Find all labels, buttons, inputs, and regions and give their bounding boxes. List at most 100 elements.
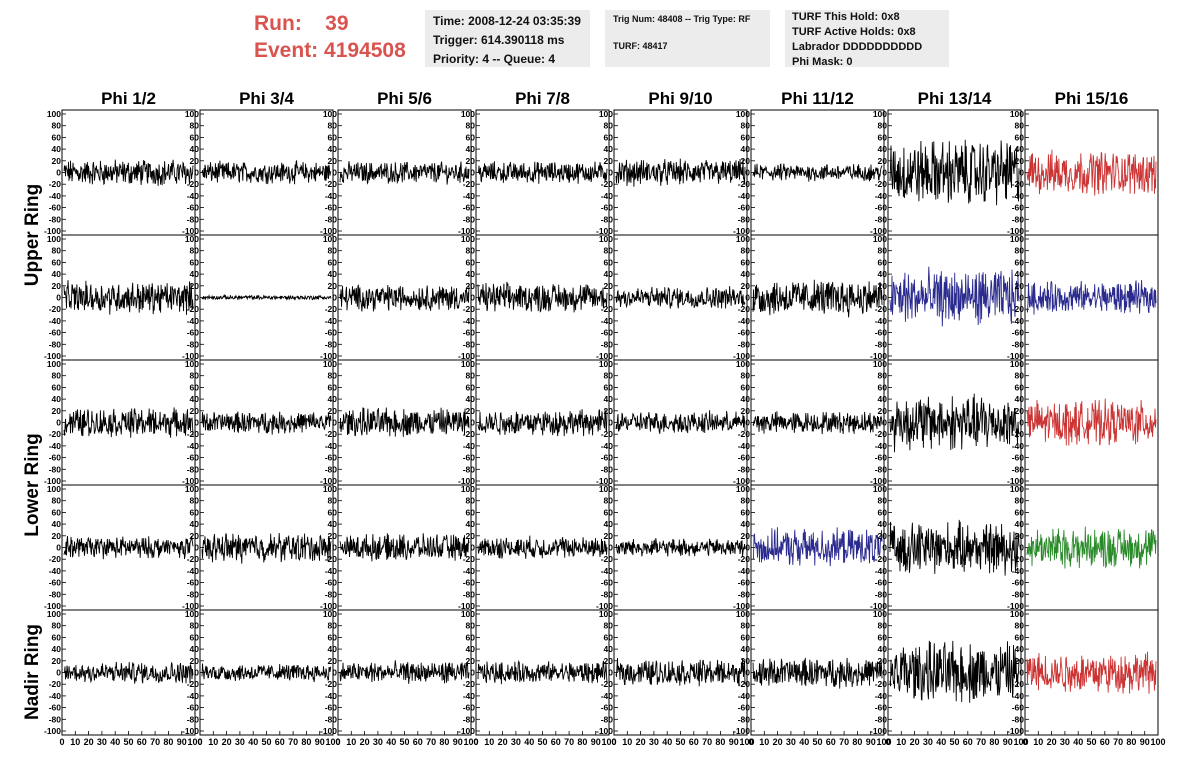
waveform-trace bbox=[889, 640, 1020, 703]
y-tick-label: -60 bbox=[187, 203, 200, 213]
y-tick-label: 0 bbox=[882, 668, 887, 678]
turf-num-text: TURF: 48417 bbox=[613, 41, 668, 51]
y-tick-label: 60 bbox=[741, 382, 751, 392]
plot-frame bbox=[475, 359, 610, 486]
y-tick-label: -40 bbox=[738, 566, 751, 576]
y-tick-label: 80 bbox=[1015, 496, 1025, 506]
y-tick-label: 60 bbox=[466, 632, 476, 642]
y-tick-label: 60 bbox=[52, 507, 62, 517]
waveform-trace bbox=[752, 527, 883, 567]
y-tick-label: -60 bbox=[738, 328, 751, 338]
y-tick-label: -40 bbox=[1012, 441, 1025, 451]
y-tick-label: -40 bbox=[601, 441, 614, 451]
y-tick-label: 80 bbox=[52, 496, 62, 506]
x-tick-label: 90 bbox=[866, 737, 876, 747]
y-tick-label: 100 bbox=[47, 359, 61, 369]
y-tick-label: -40 bbox=[738, 691, 751, 701]
waveform-trace bbox=[63, 159, 194, 186]
y-tick-label: 0 bbox=[332, 418, 337, 428]
y-tick-label: -100 bbox=[733, 226, 750, 236]
y-tick-label: 0 bbox=[332, 543, 337, 553]
y-tick-label: 100 bbox=[185, 484, 199, 494]
y-tick-label: -20 bbox=[738, 554, 751, 564]
y-tick-label: 40 bbox=[741, 644, 751, 654]
y-tick-label: -80 bbox=[49, 214, 62, 224]
y-tick-label: 20 bbox=[52, 656, 62, 666]
y-tick-label: 0 bbox=[56, 543, 61, 553]
y-tick-label: -80 bbox=[187, 589, 200, 599]
waveform-trace bbox=[201, 663, 332, 683]
y-tick-label: 80 bbox=[190, 371, 200, 381]
y-tick-label: -80 bbox=[463, 589, 476, 599]
waveform-trace bbox=[339, 660, 470, 684]
y-tick-label: 20 bbox=[741, 531, 751, 541]
y-tick-label: -80 bbox=[463, 339, 476, 349]
y-tick-label: -60 bbox=[1012, 453, 1025, 463]
y-tick-label: 20 bbox=[52, 406, 62, 416]
x-tick-label: 60 bbox=[551, 737, 561, 747]
y-tick-label: 100 bbox=[185, 359, 199, 369]
x-tick-label: 90 bbox=[453, 737, 463, 747]
y-tick-label: 80 bbox=[604, 621, 614, 631]
y-tick-label: 40 bbox=[328, 519, 338, 529]
x-tick-label: 40 bbox=[524, 737, 534, 747]
y-tick-label: 80 bbox=[1015, 371, 1025, 381]
y-tick-label: 60 bbox=[604, 132, 614, 142]
y-tick-label: -60 bbox=[463, 578, 476, 588]
y-tick-label: 0 bbox=[194, 668, 199, 678]
y-tick-label: -80 bbox=[463, 214, 476, 224]
y-tick-label: 20 bbox=[878, 531, 888, 541]
y-tick-label: 20 bbox=[190, 406, 200, 416]
y-tick-label: 0 bbox=[56, 293, 61, 303]
y-tick-label: 40 bbox=[604, 394, 614, 404]
y-tick-label: 80 bbox=[604, 496, 614, 506]
waveform-trace bbox=[1026, 398, 1157, 446]
y-tick-label: -20 bbox=[875, 554, 888, 564]
y-tick-label: -80 bbox=[875, 714, 888, 724]
y-tick-label: -20 bbox=[601, 679, 614, 689]
y-tick-label: -60 bbox=[463, 453, 476, 463]
waveform-trace bbox=[477, 535, 608, 559]
x-tick-label: 10 bbox=[896, 737, 906, 747]
y-tick-label: 0 bbox=[1019, 168, 1024, 178]
y-tick-label: 0 bbox=[332, 168, 337, 178]
y-tick-label: 60 bbox=[328, 382, 338, 392]
waveform-trace bbox=[477, 409, 608, 437]
y-tick-label: -80 bbox=[738, 464, 751, 474]
y-tick-label: 0 bbox=[882, 418, 887, 428]
waveform-trace bbox=[752, 279, 883, 318]
x-tick-label: 60 bbox=[413, 737, 423, 747]
y-tick-label: 80 bbox=[1015, 121, 1025, 131]
trigger-text: Trigger: 614.390118 ms bbox=[433, 33, 565, 47]
x-tick-label: 80 bbox=[301, 737, 311, 747]
y-tick-label: -60 bbox=[463, 203, 476, 213]
y-tick-label: -20 bbox=[187, 679, 200, 689]
y-tick-label: -100 bbox=[44, 476, 61, 486]
x-tick-label: 70 bbox=[702, 737, 712, 747]
y-tick-label: 80 bbox=[328, 246, 338, 256]
y-tick-label: -40 bbox=[325, 691, 338, 701]
y-tick-label: -60 bbox=[1012, 328, 1025, 338]
x-tick-label: 50 bbox=[812, 737, 822, 747]
row-label: Upper Ring bbox=[22, 184, 43, 286]
y-tick-label: -40 bbox=[463, 691, 476, 701]
y-tick-label: 20 bbox=[190, 656, 200, 666]
y-tick-label: 20 bbox=[741, 156, 751, 166]
y-tick-label: -20 bbox=[49, 179, 62, 189]
event-value: 4194508 bbox=[324, 39, 406, 62]
y-tick-label: -80 bbox=[601, 339, 614, 349]
y-tick-label: 60 bbox=[466, 132, 476, 142]
y-tick-label: -60 bbox=[49, 703, 62, 713]
y-tick-label: -60 bbox=[738, 578, 751, 588]
y-tick-label: 20 bbox=[466, 281, 476, 291]
y-tick-label: 40 bbox=[1015, 144, 1025, 154]
y-tick-label: 60 bbox=[190, 632, 200, 642]
y-tick-label: 20 bbox=[604, 656, 614, 666]
y-tick-label: 80 bbox=[604, 371, 614, 381]
y-tick-label: 80 bbox=[878, 621, 888, 631]
y-tick-label: 100 bbox=[599, 484, 613, 494]
y-tick-label: 20 bbox=[466, 156, 476, 166]
y-tick-label: 80 bbox=[741, 121, 751, 131]
y-tick-label: -20 bbox=[49, 304, 62, 314]
y-tick-label: -20 bbox=[463, 679, 476, 689]
